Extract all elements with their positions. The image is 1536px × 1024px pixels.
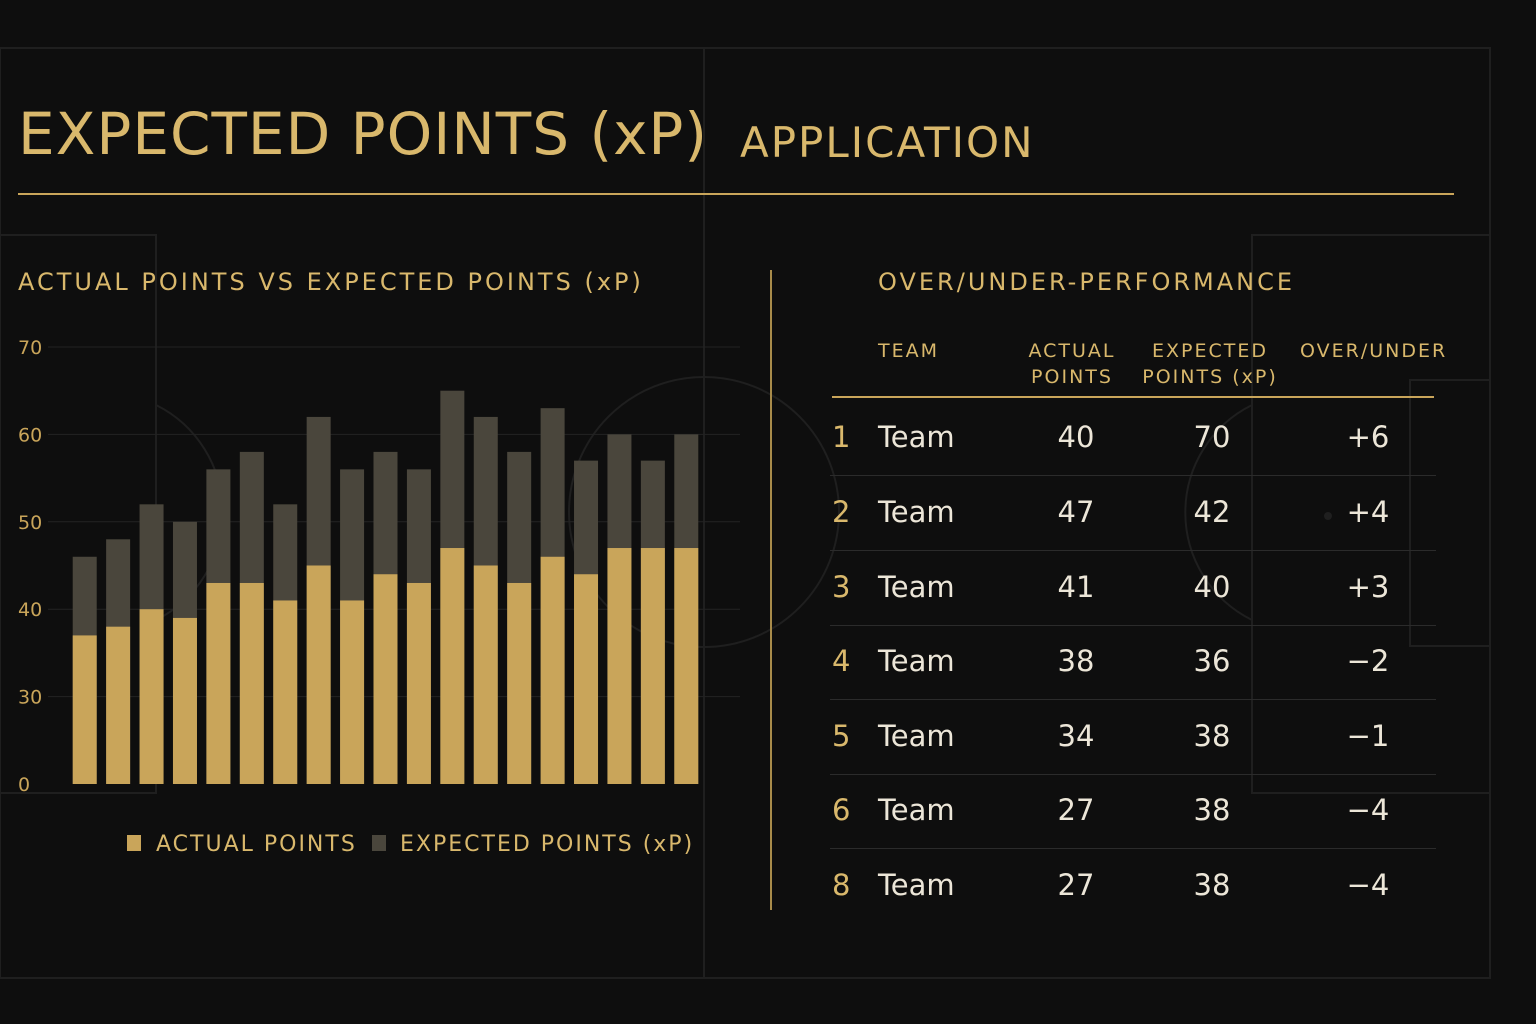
row-expected: 70 xyxy=(1193,420,1231,454)
row-over-under: −4 xyxy=(1346,793,1390,827)
row-expected: 38 xyxy=(1193,793,1231,827)
row-over-under: +6 xyxy=(1346,420,1390,454)
row-team: Team xyxy=(878,420,955,454)
header-actual-line2: POINTS xyxy=(1031,366,1113,388)
actual-points-bar xyxy=(507,582,532,784)
actual-points-bar xyxy=(406,582,431,784)
table-row: 6 Team 27 38 −4 xyxy=(830,775,1436,849)
row-rank: 6 xyxy=(832,793,851,827)
row-expected: 36 xyxy=(1193,644,1231,678)
header-expected-line2: POINTS (xP) xyxy=(1142,366,1278,388)
legend-swatch-expected xyxy=(372,835,386,851)
bar-chart: 70 60 50 40 30 0 ACTUAL POINTS EXPECTED POINTS… xyxy=(18,337,740,857)
row-actual: 47 xyxy=(1057,495,1095,529)
actual-points-bar xyxy=(473,565,498,784)
y-tick-label: 40 xyxy=(18,599,42,621)
row-team: Team xyxy=(878,644,955,678)
table-row: 8 Team 27 38 −4 xyxy=(830,850,1436,924)
actual-points-bar xyxy=(72,635,97,784)
row-divider xyxy=(830,699,1436,700)
chart-legend: ACTUAL POINTS EXPECTED POINTS (xP) xyxy=(127,832,694,857)
row-rank: 8 xyxy=(832,868,851,902)
page-subtitle: APPLICATION xyxy=(740,118,1035,167)
section-divider xyxy=(770,270,772,910)
row-actual: 41 xyxy=(1057,570,1095,604)
row-actual: 38 xyxy=(1057,644,1095,678)
actual-points-bar xyxy=(239,582,264,784)
header-expected-line1: EXPECTED xyxy=(1152,340,1268,362)
actual-points-bar xyxy=(139,609,164,784)
row-divider xyxy=(830,475,1436,476)
row-expected: 38 xyxy=(1193,868,1231,902)
header-team: TEAM xyxy=(878,340,940,362)
row-divider xyxy=(830,848,1436,849)
row-over-under: −4 xyxy=(1346,868,1390,902)
actual-points-bar xyxy=(306,565,331,784)
y-tick-label: 70 xyxy=(18,337,42,359)
title-divider xyxy=(18,193,1454,195)
row-team: Team xyxy=(878,868,955,902)
actual-points-bar xyxy=(106,626,131,784)
chart-bars xyxy=(72,390,699,784)
row-expected: 38 xyxy=(1193,719,1231,753)
table-row: 5 Team 34 38 −1 xyxy=(830,701,1436,775)
chart-title: ACTUAL POINTS VS EXPECTED POINTS (xP) xyxy=(18,268,644,296)
row-actual: 34 xyxy=(1057,719,1095,753)
actual-points-bar xyxy=(440,548,465,784)
y-tick-label: 30 xyxy=(18,687,42,709)
actual-points-bar xyxy=(172,617,197,784)
row-divider xyxy=(830,550,1436,551)
table-row: 1 Team 40 70 +6 xyxy=(830,402,1436,476)
row-expected: 40 xyxy=(1193,570,1231,604)
row-actual: 27 xyxy=(1057,793,1095,827)
table-header-rule xyxy=(832,396,1434,398)
row-rank: 5 xyxy=(832,719,851,753)
y-tick-label: 50 xyxy=(18,512,42,534)
actual-points-bar xyxy=(340,600,365,784)
actual-points-bar xyxy=(373,574,398,784)
row-actual: 40 xyxy=(1057,420,1095,454)
header-expected-points: EXPECTED POINTS (xP) xyxy=(1140,338,1280,390)
actual-points-bar xyxy=(206,582,231,784)
table-row: 2 Team 47 42 +4 xyxy=(830,477,1436,551)
table-row: 3 Team 41 40 +3 xyxy=(830,552,1436,626)
y-tick-label: 60 xyxy=(18,424,42,446)
row-over-under: +3 xyxy=(1346,570,1390,604)
legend-label-actual: ACTUAL POINTS xyxy=(156,832,357,857)
row-over-under: −2 xyxy=(1346,644,1390,678)
y-tick-label: 0 xyxy=(18,774,30,796)
y-axis-ticks: 70 60 50 40 30 0 xyxy=(18,337,42,796)
table-title: OVER/UNDER-PERFORMANCE xyxy=(878,268,1296,296)
actual-points-bar xyxy=(574,574,599,784)
row-team: Team xyxy=(878,793,955,827)
header-actual-line1: ACTUAL xyxy=(1028,340,1116,362)
actual-points-bar xyxy=(607,548,632,784)
header-actual-points: ACTUAL POINTS xyxy=(1022,338,1122,390)
row-team: Team xyxy=(878,719,955,753)
row-team: Team xyxy=(878,570,955,604)
row-divider xyxy=(830,774,1436,775)
row-rank: 2 xyxy=(832,495,851,529)
legend-swatch-actual xyxy=(127,835,141,851)
row-divider xyxy=(830,625,1436,626)
actual-points-bar xyxy=(540,556,565,784)
row-over-under: −1 xyxy=(1346,719,1390,753)
row-rank: 4 xyxy=(832,644,851,678)
table-row: 4 Team 38 36 −2 xyxy=(830,626,1436,700)
row-rank: 1 xyxy=(832,420,851,454)
row-expected: 42 xyxy=(1193,495,1231,529)
legend-label-expected: EXPECTED POINTS (xP) xyxy=(400,832,694,857)
row-team: Team xyxy=(878,495,955,529)
page-title: EXPECTED POINTS (xP) xyxy=(18,100,709,168)
header-over-under: OVER/UNDER xyxy=(1300,340,1448,362)
actual-points-bar xyxy=(674,548,699,784)
actual-points-bar xyxy=(640,548,665,784)
actual-points-bar xyxy=(273,600,298,784)
row-rank: 3 xyxy=(832,570,851,604)
row-actual: 27 xyxy=(1057,868,1095,902)
row-over-under: +4 xyxy=(1346,495,1390,529)
